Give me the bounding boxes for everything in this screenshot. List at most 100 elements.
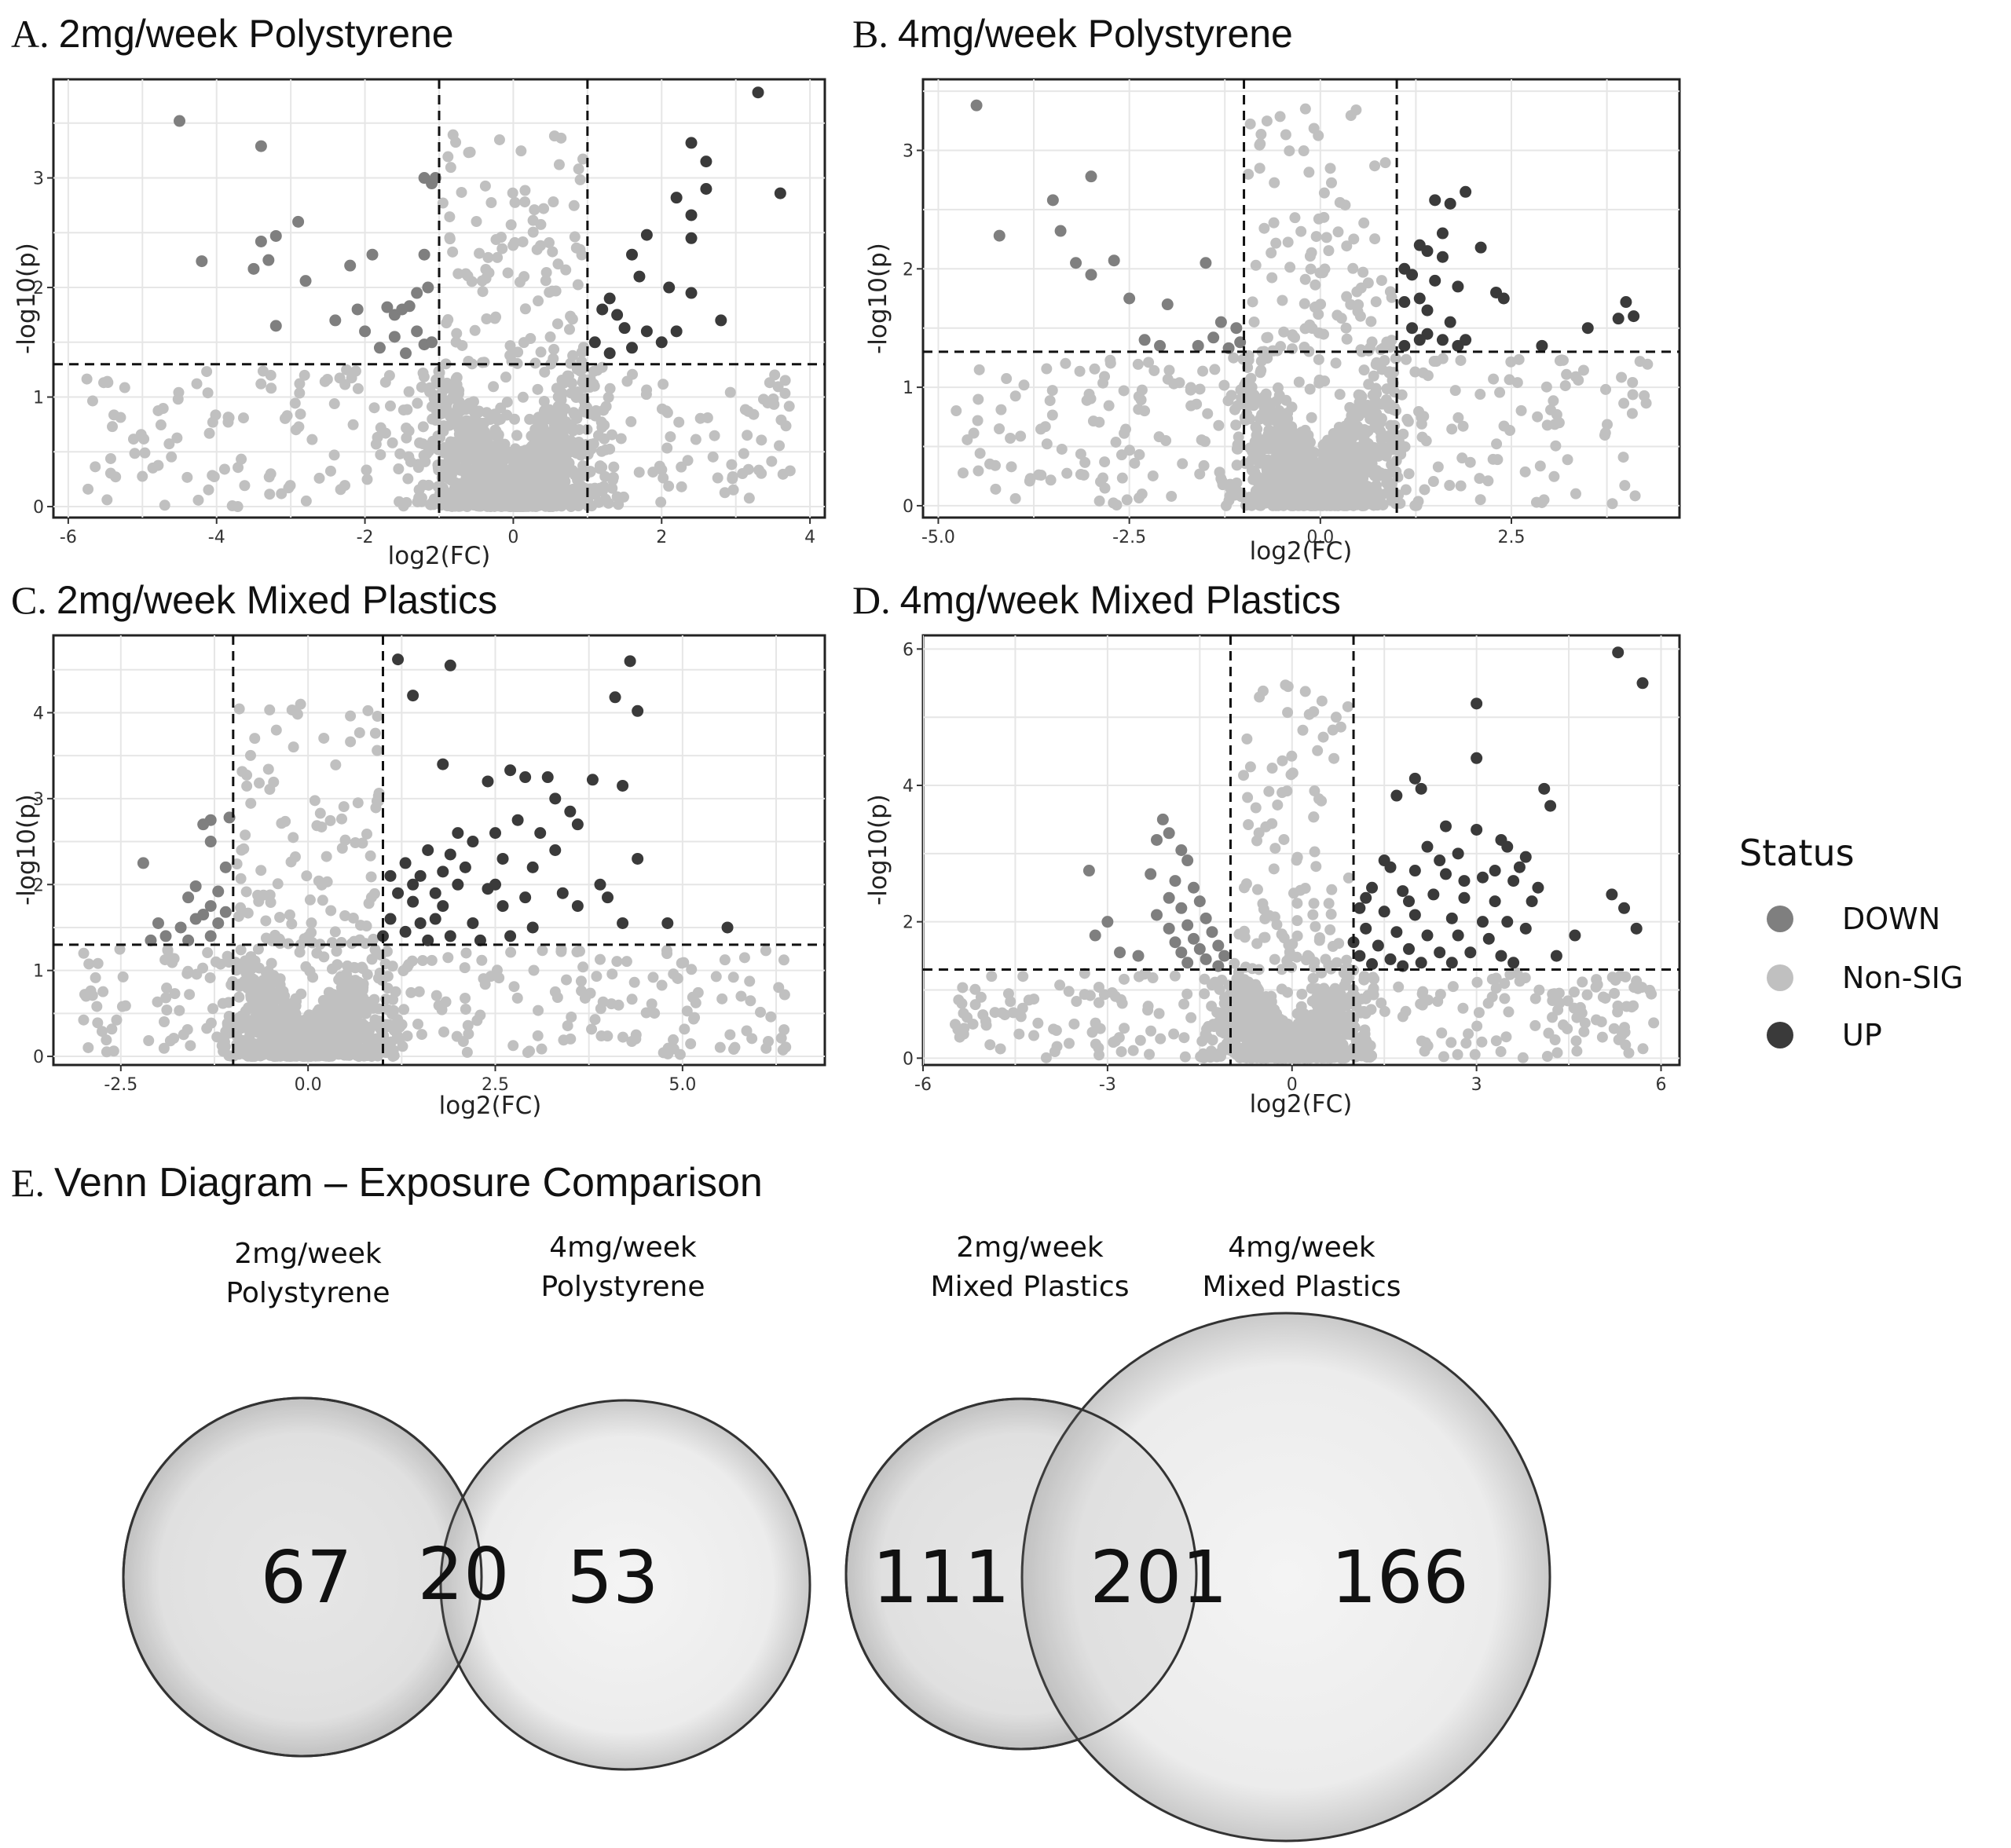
point-nonsig (1103, 400, 1115, 412)
point-nonsig (482, 484, 494, 496)
point-nonsig (471, 1015, 483, 1026)
point-nonsig (394, 448, 406, 459)
point-nonsig (566, 445, 578, 456)
point-nonsig (494, 444, 506, 456)
point-up (564, 805, 577, 818)
point-nonsig (647, 972, 659, 983)
point-nonsig (169, 988, 181, 1000)
x-tick-label: 0.0 (295, 1075, 322, 1095)
point-nonsig (527, 214, 539, 226)
point-nonsig (435, 459, 447, 470)
point-nonsig (1457, 420, 1469, 432)
point-nonsig (1519, 466, 1531, 478)
point-nonsig (1368, 370, 1379, 382)
point-nonsig (416, 1029, 427, 1041)
point-nonsig (1194, 468, 1206, 480)
point-nonsig (1534, 460, 1546, 472)
point-nonsig (394, 496, 405, 507)
point-nonsig (505, 946, 517, 958)
point-nonsig (255, 378, 267, 390)
point-nonsig (369, 944, 381, 956)
point-nonsig (152, 404, 164, 416)
point-nonsig (973, 465, 984, 477)
panel-b-xlabel: log2(FC) (1250, 537, 1353, 565)
point-nonsig (347, 419, 359, 430)
point-nonsig (447, 129, 459, 141)
point-nonsig (471, 459, 483, 471)
point-nonsig (1232, 443, 1244, 455)
point-up (467, 836, 479, 848)
point-nonsig (598, 404, 610, 416)
point-nonsig (1282, 407, 1294, 419)
point-nonsig (1268, 217, 1280, 229)
point-nonsig (1288, 495, 1300, 507)
point-nonsig (1627, 376, 1639, 388)
point-nonsig (777, 468, 789, 480)
point-nonsig (369, 727, 381, 739)
point-nonsig (566, 1011, 577, 1023)
point-nonsig (1035, 470, 1047, 481)
point-nonsig (1390, 353, 1401, 364)
point-nonsig (1606, 498, 1618, 510)
point-nonsig (474, 247, 485, 259)
point-up (596, 303, 609, 316)
point-nonsig (1365, 316, 1377, 328)
point-nonsig (138, 433, 150, 445)
point-nonsig (504, 340, 516, 352)
point-up (626, 342, 638, 354)
point-up (655, 336, 668, 349)
point-up (459, 861, 471, 873)
point-nonsig (91, 1001, 103, 1012)
point-nonsig (436, 1004, 448, 1015)
point-nonsig (235, 944, 247, 956)
point-up (624, 655, 636, 668)
point-up (1398, 339, 1411, 352)
point-nonsig (493, 134, 505, 145)
point-nonsig (672, 972, 683, 984)
point-nonsig (203, 427, 215, 439)
point-nonsig (350, 1036, 361, 1048)
point-nonsig (1409, 366, 1421, 378)
point-nonsig (973, 364, 985, 375)
point-up (437, 758, 449, 770)
point-nonsig (1089, 363, 1101, 375)
point-nonsig (445, 500, 457, 511)
point-nonsig (417, 479, 429, 491)
point-nonsig (412, 1018, 424, 1030)
point-nonsig (353, 726, 365, 738)
point-nonsig (81, 373, 93, 385)
point-nonsig (173, 386, 185, 398)
point-nonsig (1577, 364, 1589, 376)
point-nonsig (388, 1024, 400, 1036)
point-nonsig (181, 471, 193, 483)
point-nonsig (728, 1044, 740, 1056)
point-nonsig (325, 905, 337, 917)
point-nonsig (1561, 368, 1573, 380)
point-nonsig (517, 236, 529, 247)
point-nonsig (1492, 454, 1504, 466)
point-up (444, 930, 456, 942)
point-nonsig (1396, 389, 1408, 401)
point-nonsig (1375, 426, 1386, 437)
point-nonsig (444, 211, 456, 223)
point-nonsig (235, 902, 247, 913)
point-nonsig (405, 456, 416, 467)
point-nonsig (1299, 298, 1310, 309)
point-nonsig (1116, 472, 1128, 484)
point-nonsig (574, 174, 586, 185)
point-nonsig (519, 489, 531, 500)
panel-d-points (949, 646, 1660, 1064)
point-up (640, 229, 653, 241)
point-nonsig (571, 412, 583, 424)
point-nonsig (1629, 490, 1641, 502)
point-nonsig (712, 472, 723, 484)
point-nonsig (159, 500, 170, 511)
point-nonsig (529, 357, 541, 369)
point-nonsig (783, 401, 795, 412)
point-nonsig (1046, 409, 1058, 421)
point-nonsig (1255, 355, 1267, 367)
point-nonsig (528, 964, 540, 976)
point-nonsig (544, 331, 556, 343)
point-nonsig (1220, 500, 1232, 511)
point-nonsig (97, 986, 109, 997)
